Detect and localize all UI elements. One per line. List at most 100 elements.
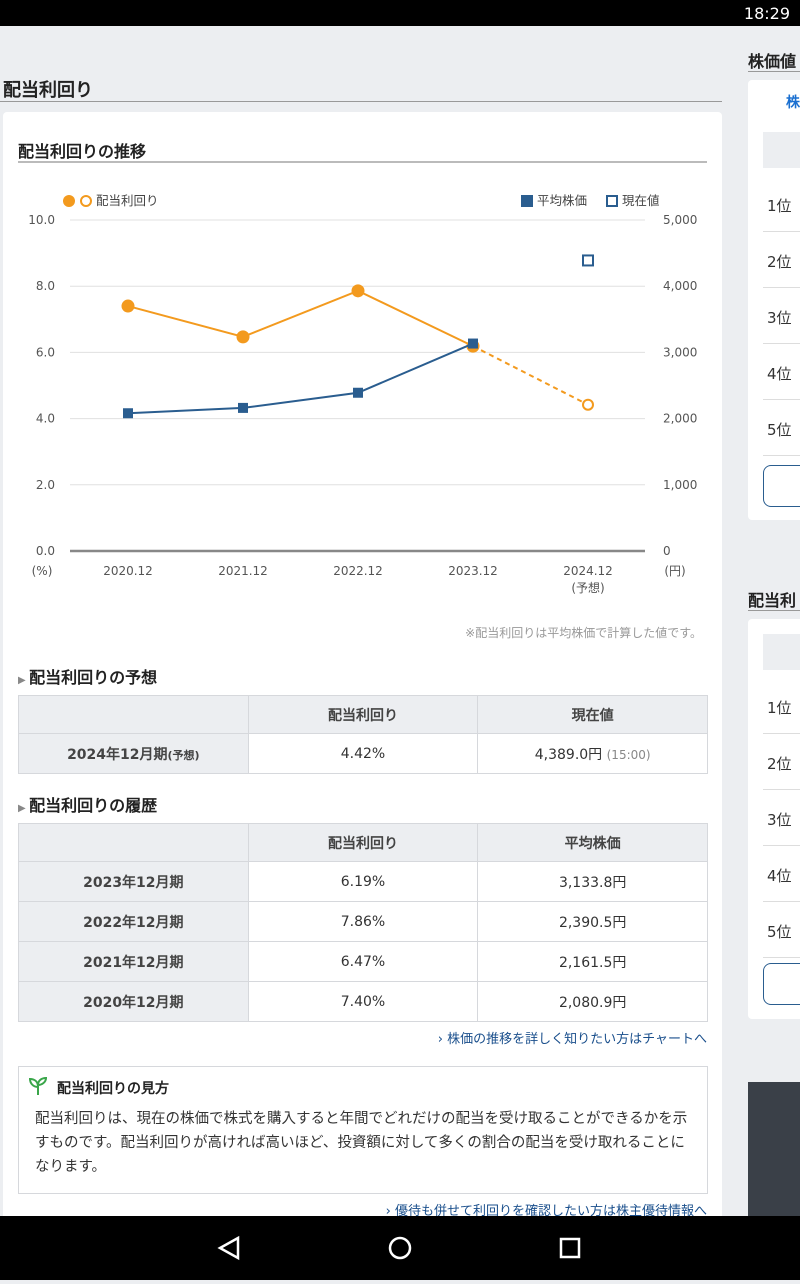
value-cell: 2,390.5円: [477, 901, 708, 942]
history-row: 2021年12月期 6.47% 2,161.5円: [18, 941, 708, 982]
rank-divider: [763, 343, 800, 344]
forecast-table: 配当利回り 現在値 2024年12月期(予想) 4.42% 4,389.0円 (1…: [18, 695, 708, 774]
value-cell: 7.86%: [247, 901, 479, 942]
point: [353, 387, 363, 398]
explainer-box: 配当利回りの見方 配当利回りは、現在の株価で株式を購入すると年間でどれだけの配当…: [18, 1066, 708, 1194]
rank-label: 2位: [767, 253, 792, 271]
point: [238, 402, 248, 413]
recents-button[interactable]: [559, 1237, 581, 1259]
y-tick-label: 4.0: [36, 412, 55, 426]
x-tick-label: 2022.12: [333, 564, 383, 578]
legend-marker: [80, 195, 92, 207]
chart-link-text[interactable]: 株価の推移を詳しく知りたい方はチャートへ: [447, 1032, 707, 1047]
rank-label: 2位: [767, 755, 792, 773]
chart: 0.0 2.0 4.0 6.0 8.0 10.0 0 1,000 2,000 3,000 4,000…: [28, 193, 697, 595]
x-tick-label: 2023.12: [448, 564, 498, 578]
header-cell: 現在値: [477, 695, 708, 734]
y2-tick-label: 4,000: [663, 279, 697, 293]
clock: 18:29: [743, 4, 790, 23]
period-cell: 2021年12月期: [18, 941, 249, 982]
series-line: [127, 342, 474, 415]
y-tick-label: 8.0: [36, 279, 55, 293]
legend-label: 平均株価: [537, 193, 587, 208]
rank-divider: [763, 287, 800, 288]
chart-note: ※配当利回りは平均株価で計算した値です。: [465, 626, 702, 640]
x-tick-label: 2021.12: [218, 564, 268, 578]
period-cell: 2020年12月期: [18, 981, 249, 1022]
rank-divider: [763, 901, 800, 902]
header-cell: 平均株価: [477, 823, 708, 862]
rank-label: 3位: [767, 309, 792, 327]
divider: [0, 101, 722, 102]
benefit-link-text[interactable]: 優待も併せて利回りを確認したい方は株主優待情報へ: [394, 1204, 707, 1219]
history-row: 2023年12月期 6.19% 3,133.8円: [18, 861, 708, 902]
legend-label: 配当利回り: [96, 193, 159, 208]
section-title: 配当利回り: [3, 80, 93, 101]
legend-marker: [606, 195, 618, 207]
point: [468, 338, 478, 349]
y-tick-label: 2.0: [36, 478, 55, 492]
rank-label: 1位: [767, 699, 792, 717]
sprout-icon: [28, 1076, 48, 1095]
point: [351, 284, 365, 298]
sidebar-card: 1位 2位 3位 4位 5位: [748, 619, 800, 1019]
home-button[interactable]: [388, 1236, 412, 1260]
sidebar-title: 株価値: [748, 52, 797, 71]
period-cell: 2023年12月期: [18, 861, 249, 902]
point: [121, 299, 135, 313]
point: [236, 330, 250, 344]
value-cell: 7.40%: [247, 981, 479, 1022]
rank-label: 3位: [767, 811, 792, 829]
period-cell: 2022年12月期: [18, 901, 249, 942]
rank-divider: [763, 399, 800, 400]
sidebar-button[interactable]: [763, 465, 800, 507]
header-cell: 配当利回り: [247, 823, 479, 862]
rank-label: 1位: [767, 197, 792, 215]
legend-marker: [521, 195, 533, 207]
period: 2024年12月期: [67, 746, 168, 763]
forecast-line: [472, 345, 589, 406]
y2-tick-label: 1,000: [663, 478, 697, 492]
ad-image[interactable]: [748, 1082, 800, 1216]
y-tick-label: 6.0: [36, 345, 55, 359]
x-tick-label: 2024.12: [563, 564, 613, 578]
value-cell: 2,080.9円: [477, 981, 708, 1022]
value-cell: 3,133.8円: [477, 861, 708, 902]
y-tick-label: 10.0: [28, 213, 55, 227]
header-cell: 配当利回り: [247, 695, 479, 734]
card-title: 配当利回りの推移: [18, 142, 147, 161]
y2-unit: (円): [664, 564, 685, 578]
header-cell: [18, 823, 249, 862]
history-row: 2022年12月期 7.86% 2,390.5円: [18, 901, 708, 942]
legend-label: 現在値: [622, 193, 660, 208]
forecast-title: ▶ 配当利回りの予想: [18, 668, 158, 687]
back-button[interactable]: [217, 1235, 240, 1261]
price-cell: 4,389.0円 (15:00): [477, 733, 708, 774]
rank-label: 5位: [767, 923, 792, 941]
legend-marker: [63, 195, 75, 207]
x-tick-note: (予想): [571, 580, 604, 595]
y-tick-label: 0.0: [36, 544, 55, 558]
benefit-link[interactable]: › 優待も併せて利回りを確認したい方は株主優待情報へ: [385, 1204, 707, 1219]
rank-label: 4位: [767, 365, 792, 383]
value-cell: 6.19%: [247, 861, 479, 902]
sidebar-tab[interactable]: 株: [786, 95, 800, 111]
nav-icons: [217, 1235, 581, 1261]
history-row: 2020年12月期 7.40% 2,080.9円: [18, 981, 708, 1022]
price: 4,389.0円: [534, 746, 603, 763]
chart-link[interactable]: › 株価の推移を詳しく知りたい方はチャートへ: [437, 1032, 707, 1047]
divider: [748, 610, 800, 611]
y2-tick-label: 2,000: [663, 412, 697, 426]
rank-divider: [763, 957, 800, 958]
rank-divider: [763, 789, 800, 790]
rank-divider: [763, 231, 800, 232]
rank-divider: [763, 845, 800, 846]
yield-cell: 4.42%: [247, 733, 479, 774]
x-tick-label: 2020.12: [103, 564, 153, 578]
sidebar-card: 株 1位 2位 3位 4位 5位: [748, 80, 800, 520]
history-table: 配当利回り 平均株価 2023年12月期 6.19% 3,133.8円 2022年12月…: [18, 823, 708, 1022]
divider: [748, 71, 800, 72]
sidebar-button[interactable]: [763, 963, 800, 1005]
value-cell: 6.47%: [247, 941, 479, 982]
sidebar-title: 配当利: [748, 591, 797, 610]
